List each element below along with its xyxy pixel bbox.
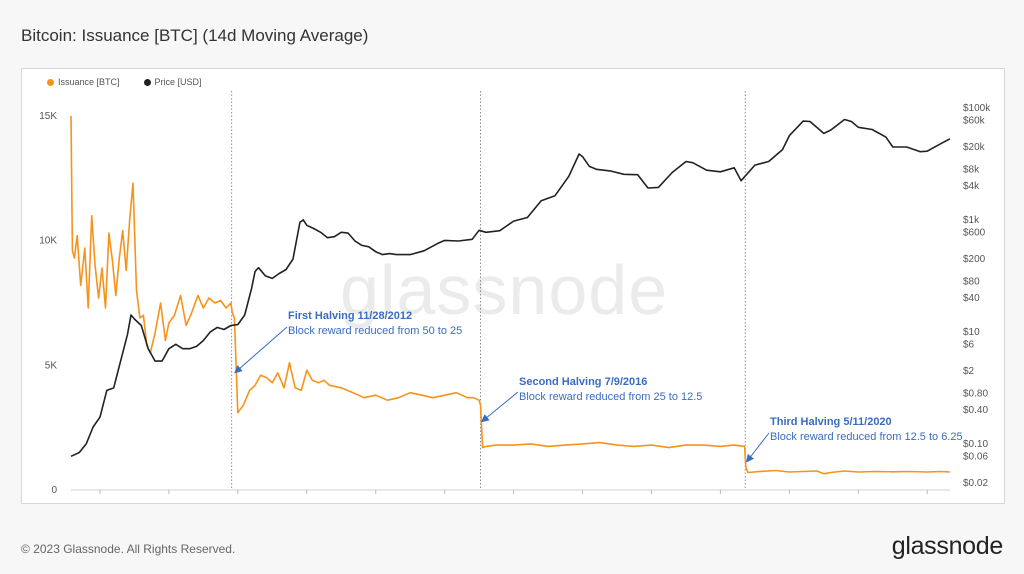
annotation-first-halving-body: Block reward reduced from 50 to 25 (288, 325, 463, 337)
annotation-second-halving-head: Second Halving 7/9/2016 (519, 376, 648, 388)
annotation-third-halving: Third Halving 5/11/2020 Block reward red… (770, 415, 963, 445)
legend-dot-price (143, 78, 151, 86)
right-tick-label: $0.06 (963, 451, 988, 462)
left-tick-label: 5K (45, 360, 58, 371)
right-tick-label: $40 (963, 293, 980, 304)
right-tick-label: $0.02 (963, 478, 988, 489)
annotation-arrow (234, 326, 288, 374)
right-tick-label: $80 (963, 276, 980, 287)
annotation-third-halving-body: Block reward reduced from 12.5 to 6.25 (770, 431, 963, 443)
right-tick-label: $600 (963, 227, 986, 238)
legend-label-issuance: Issuance [BTC] (58, 77, 120, 87)
right-tick-label: $4k (963, 181, 980, 192)
watermark: glassnode (340, 251, 669, 329)
right-tick-label: $1k (963, 215, 980, 226)
chart-svg: 2011201220132014201520162017201820192020… (39, 91, 991, 496)
annotation-first-halving: First Halving 11/28/2012 Block reward re… (288, 309, 462, 339)
right-tick-label: $2 (963, 366, 975, 377)
annotation-arrow (746, 432, 770, 463)
annotation-second-halving-body: Block reward reduced from 25 to 12.5 (519, 391, 703, 403)
legend-label-price: Price [USD] (154, 77, 202, 87)
right-tick-label: $0.10 (963, 439, 988, 450)
chart-card: Issuance [BTC] Price [USD] glassnode 201… (21, 68, 1005, 504)
chart-legend: Issuance [BTC] Price [USD] (47, 77, 202, 87)
chart-title: Bitcoin: Issuance [BTC] (14d Moving Aver… (21, 26, 369, 45)
issuance-series-line (70, 115, 951, 475)
right-tick-label: $200 (963, 254, 986, 265)
legend-item-price[interactable]: Price [USD] (143, 77, 202, 87)
left-tick-label: 10K (39, 236, 57, 247)
annotation-first-halving-head: First Halving 11/28/2012 (288, 310, 413, 322)
right-tick-label: $0.80 (963, 388, 988, 399)
annotation-third-halving-head: Third Halving 5/11/2020 (770, 416, 892, 428)
right-tick-label: $0.40 (963, 405, 988, 416)
left-tick-label: 0 (51, 485, 57, 496)
right-tick-label: $8k (963, 164, 980, 175)
right-tick-label: $100k (963, 103, 991, 114)
right-tick-label: $6 (963, 339, 975, 350)
legend-item-issuance[interactable]: Issuance [BTC] (47, 77, 120, 87)
right-tick-label: $60k (963, 115, 986, 126)
legend-dot-issuance (47, 78, 54, 86)
price-series-line (70, 118, 951, 458)
annotation-arrow (480, 391, 519, 423)
right-tick-label: $10 (963, 327, 980, 338)
annotation-second-halving: Second Halving 7/9/2016 Block reward red… (519, 375, 702, 405)
copyright-text: © 2023 Glassnode. All Rights Reserved. (21, 542, 236, 556)
right-tick-label: $20k (963, 142, 986, 153)
glassnode-logo[interactable]: glassnode (891, 532, 1004, 560)
left-tick-label: 15K (39, 111, 57, 122)
